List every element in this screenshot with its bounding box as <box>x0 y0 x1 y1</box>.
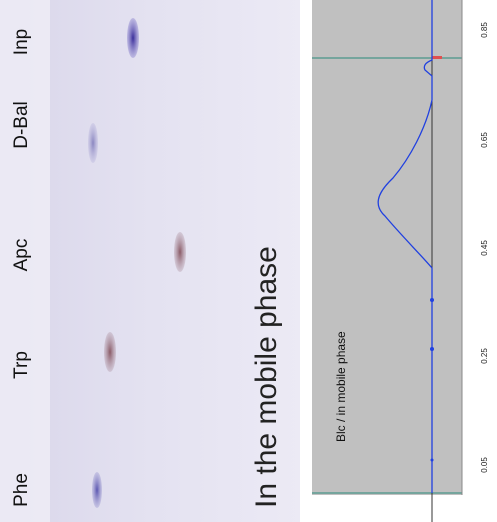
tick-label: 0.25 <box>480 348 489 364</box>
tick-label: 0.65 <box>480 132 489 148</box>
curve-dot <box>430 458 434 462</box>
spot <box>174 232 186 272</box>
tick-label: 0.05 <box>480 457 489 473</box>
spot <box>92 472 102 508</box>
scan-plot-area <box>312 0 462 495</box>
curve-dot <box>430 347 434 351</box>
scan: Blc / in mobile phase 0.05 0.25 0.45 0.6… <box>312 0 497 522</box>
lane-label: D-Bal <box>11 101 32 149</box>
lane-label: Trp <box>11 351 32 379</box>
spot <box>88 123 98 163</box>
tick-label: 0.45 <box>480 240 489 256</box>
scan-label: Blc / in mobile phase <box>334 331 348 442</box>
separator <box>300 0 312 522</box>
label-strip <box>0 0 50 522</box>
plate-background <box>0 0 305 522</box>
scan-curve <box>377 0 433 493</box>
marker <box>432 56 442 59</box>
plate-caption: In the mobile phase <box>250 246 283 508</box>
tick-label: 0.85 <box>480 22 489 38</box>
lane-label: Phe <box>11 473 32 507</box>
lane-label: Inp <box>11 29 32 55</box>
plate: Phe Trp Apc D-Bal Inp In the mobile phas… <box>0 0 312 522</box>
lane-label: Apc <box>11 239 32 272</box>
curve-dot <box>430 298 434 302</box>
spot <box>104 332 116 372</box>
spot <box>127 18 139 58</box>
